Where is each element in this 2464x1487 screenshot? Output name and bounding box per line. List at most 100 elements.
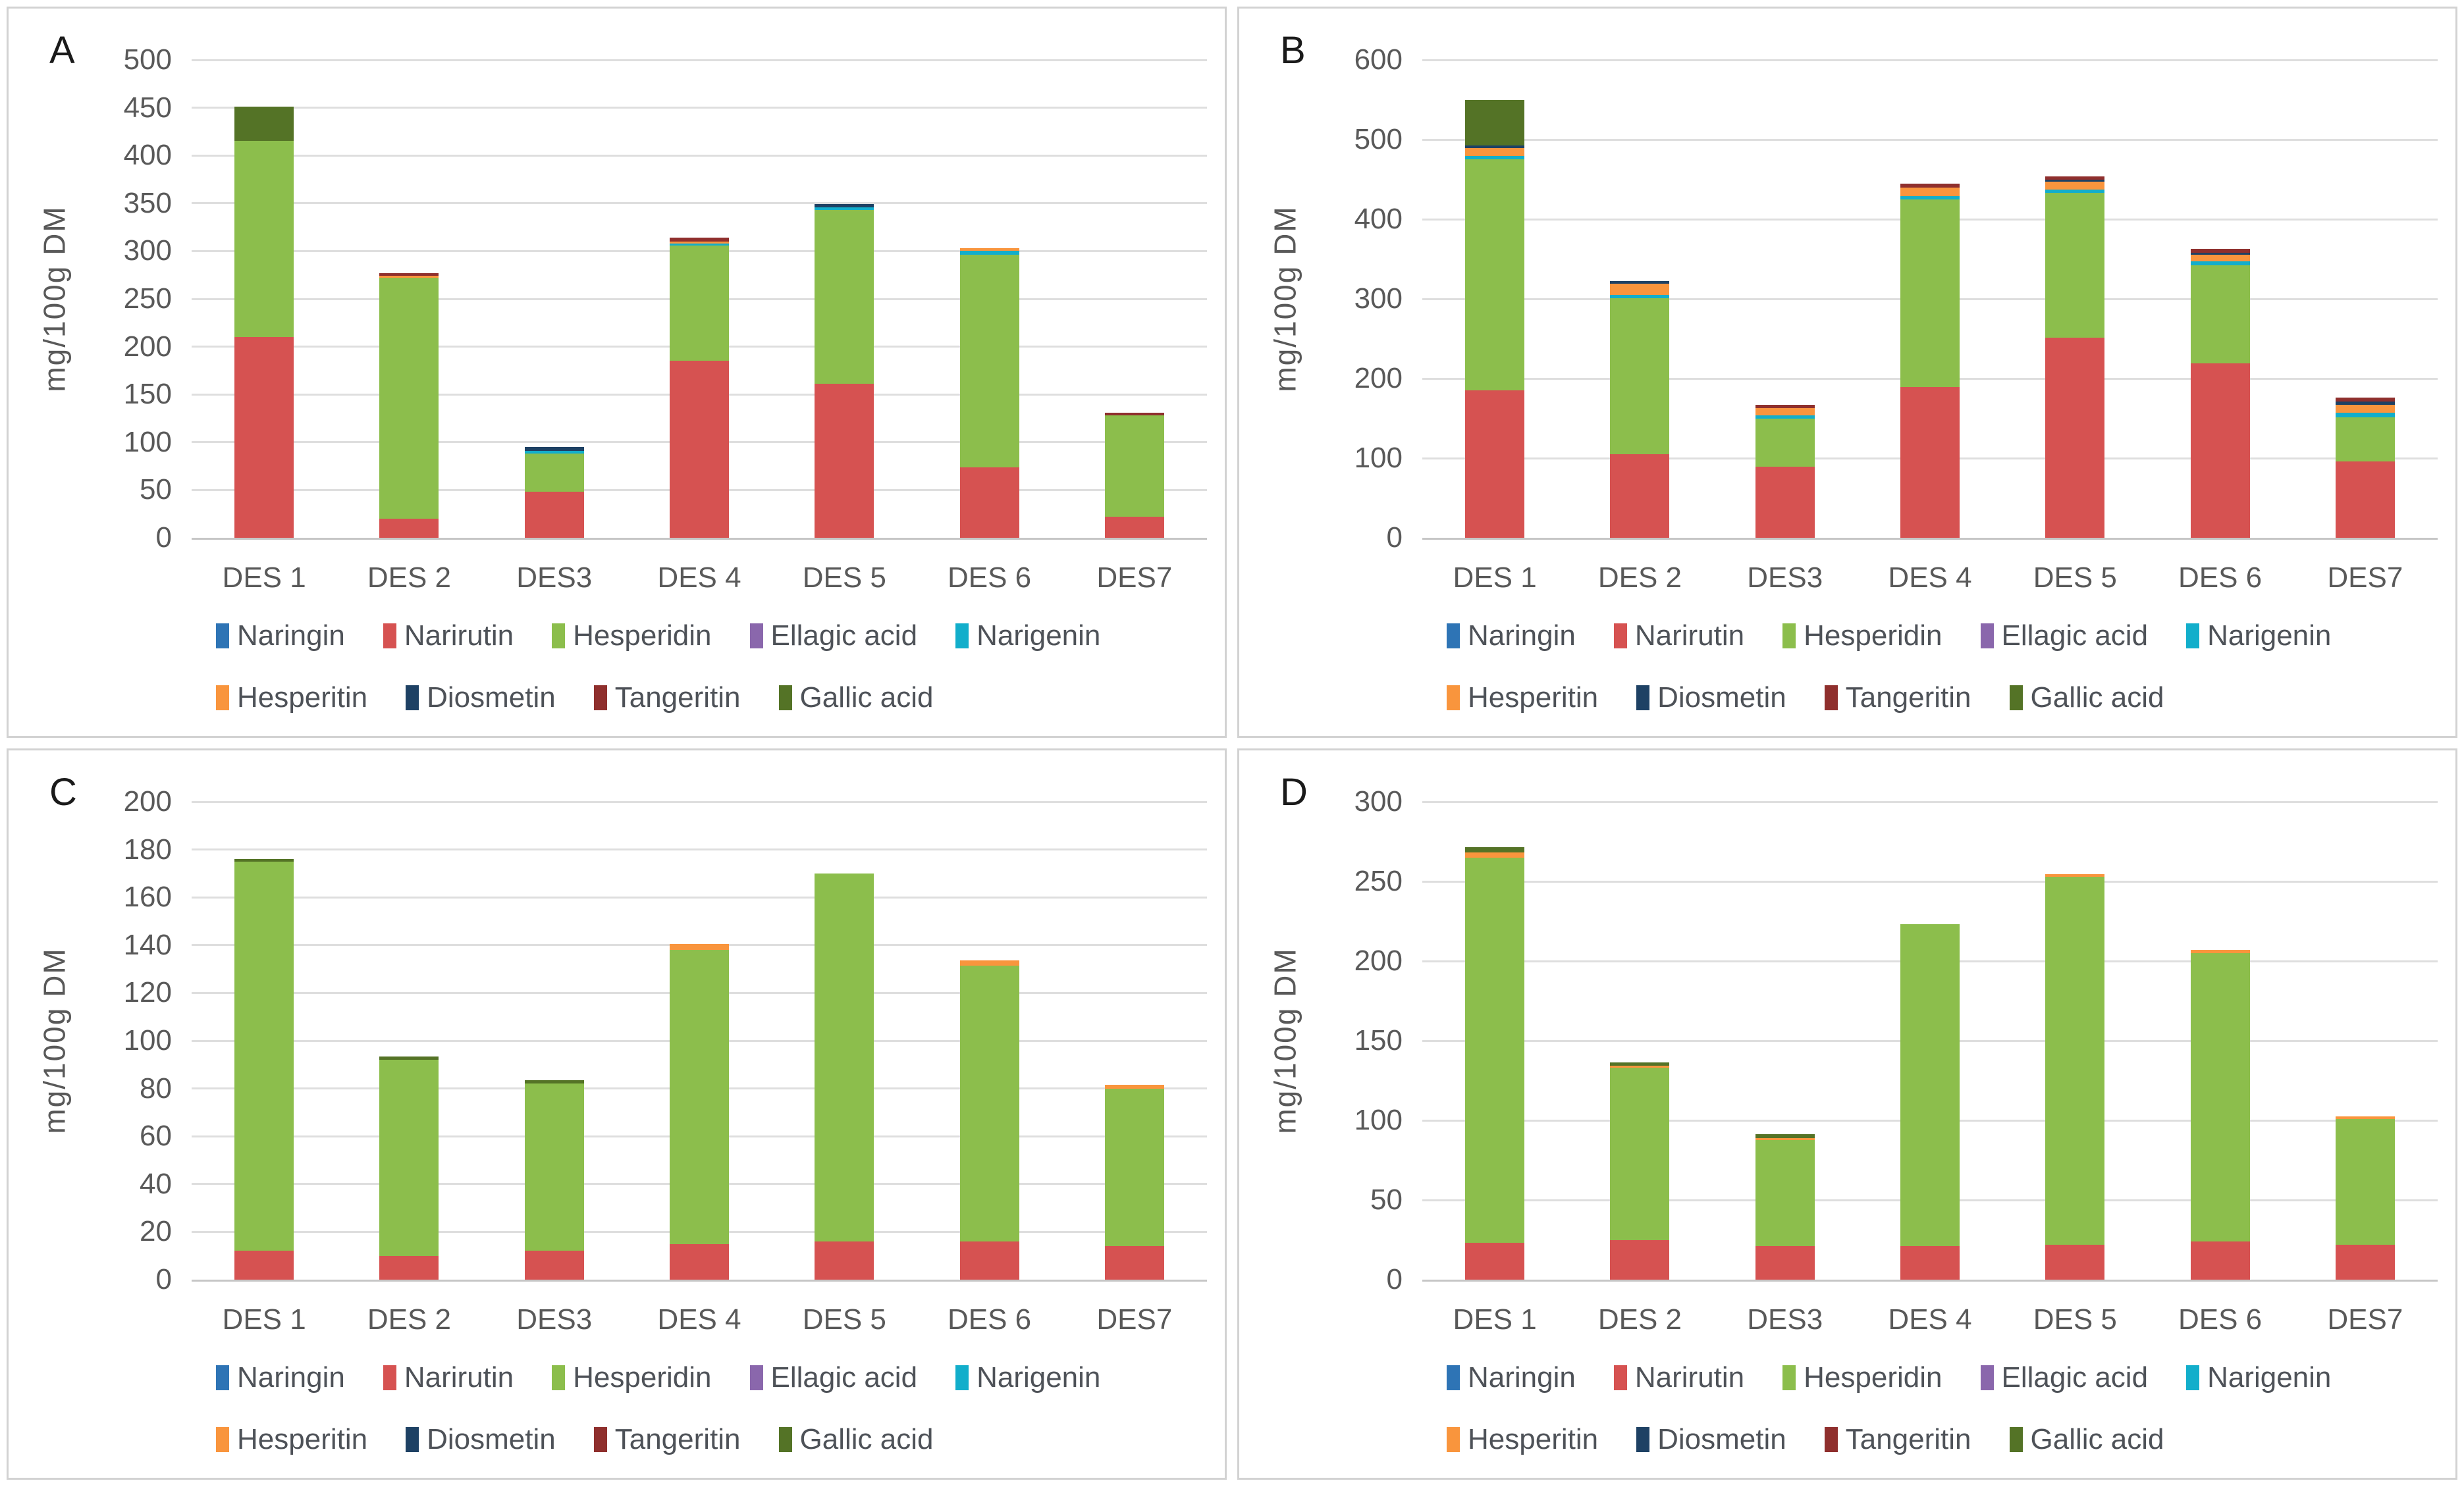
x-axis-label: DES 1 bbox=[1453, 1303, 1537, 1336]
stacked-bar-des-6 bbox=[2190, 950, 2250, 1280]
legend-label: Hesperitin bbox=[1468, 1423, 1599, 1455]
bar-segment-narigenin bbox=[670, 243, 729, 246]
bar-segment-diosmetin bbox=[815, 204, 874, 207]
y-tick-label: 60 bbox=[140, 1120, 172, 1153]
bar-segment-tangeritin bbox=[2335, 398, 2395, 402]
legend-item-narigenin: Narigenin bbox=[955, 619, 1100, 652]
x-axis-label: DES3 bbox=[516, 1303, 593, 1336]
bar-segment-hesperidin bbox=[1755, 1140, 1815, 1247]
legend-item-diosmetin: Diosmetin bbox=[406, 1423, 556, 1456]
x-axis-label: DES 6 bbox=[947, 1303, 1032, 1336]
stacked-bar-des-4 bbox=[1900, 924, 1960, 1280]
stacked-bar-des7 bbox=[2335, 398, 2395, 538]
legend-row-2: Hesperitin Diosmetin Tangeritin Gallic acid bbox=[216, 1423, 1212, 1456]
x-axis-label: DES 2 bbox=[367, 561, 452, 594]
bar-segment-hesperidin bbox=[670, 245, 729, 361]
y-axis: 0 100 200 300 400 500 600 bbox=[1239, 43, 1403, 554]
legend-label: Gallic acid bbox=[2030, 681, 2164, 714]
bar-segment-gallic-acid bbox=[1755, 1134, 1815, 1138]
y-tick-label: 0 bbox=[155, 521, 172, 554]
legend-swatch-naringin bbox=[1447, 623, 1460, 648]
legend-label: Hesperidin bbox=[1804, 619, 1942, 652]
bar-segment-hesperidin bbox=[1465, 159, 1525, 391]
bar-segment-diosmetin bbox=[2190, 252, 2250, 255]
bar-segment-narirutin bbox=[524, 1251, 584, 1280]
bar-segment-hesperitin bbox=[2045, 182, 2105, 190]
gridline bbox=[1422, 800, 2438, 803]
bar-segment-gallic-acid bbox=[379, 1056, 439, 1060]
bar-segment-narirutin bbox=[1755, 467, 1815, 538]
x-axis-label: DES 4 bbox=[657, 561, 741, 594]
legend-swatch-narirutin bbox=[383, 1365, 396, 1390]
stacked-bar-des-6 bbox=[959, 960, 1019, 1280]
bar-segment-hesperidin bbox=[2335, 1118, 2395, 1245]
panel-letter: A bbox=[49, 29, 75, 72]
bar-segment-diosmetin bbox=[1465, 145, 1525, 149]
bar-segment-narirutin bbox=[959, 467, 1019, 538]
bar-segment-hesperidin bbox=[1465, 857, 1525, 1243]
panel-letter: B bbox=[1280, 29, 1306, 72]
bar-segment-narirutin bbox=[959, 1241, 1019, 1280]
gridline bbox=[1422, 59, 2438, 61]
bar-segment-hesperidin bbox=[2190, 265, 2250, 364]
stacked-bar-des-4 bbox=[670, 238, 729, 538]
y-tick-label: 400 bbox=[123, 139, 172, 172]
bar-segment-hesperidin bbox=[815, 873, 874, 1241]
legend-label: Narirutin bbox=[1634, 1361, 1745, 1394]
legend-swatch-naringin bbox=[216, 623, 229, 648]
x-axis-label: DES 6 bbox=[2178, 561, 2263, 594]
legend-item-hesperitin: Hesperitin bbox=[1447, 681, 1598, 714]
bar-segment-narigenin bbox=[1610, 294, 1670, 298]
y-tick-label: 100 bbox=[1354, 442, 1403, 474]
bar-segment-hesperidin bbox=[2335, 417, 2395, 461]
stacked-bar-des7 bbox=[2335, 1116, 2395, 1280]
legend-swatch-narirutin bbox=[383, 623, 396, 648]
bar-segment-hesperidin bbox=[1104, 1088, 1164, 1247]
y-tick-label: 50 bbox=[140, 473, 172, 506]
bar-segment-narirutin bbox=[670, 1243, 729, 1280]
gridline bbox=[192, 59, 1207, 61]
stacked-bar-des-5 bbox=[2045, 176, 2105, 538]
legend-label: Narirutin bbox=[404, 619, 514, 652]
bar-segment-hesperitin bbox=[2335, 1116, 2395, 1119]
y-tick-label: 300 bbox=[1354, 282, 1403, 315]
bar-segment-narirutin bbox=[2335, 1244, 2395, 1280]
x-axis: DES 1 DES 2 DES3 DES 4 DES 5 DES 6 DES7 bbox=[1422, 561, 2438, 601]
y-tick-label: 0 bbox=[1386, 521, 1403, 554]
bar-segment-narigenin bbox=[1465, 156, 1525, 160]
y-tick-label: 100 bbox=[123, 1024, 172, 1057]
legend-label: Ellagic acid bbox=[770, 619, 918, 652]
bar-segment-narirutin bbox=[2045, 1244, 2105, 1280]
legend-item-naringin: Naringin bbox=[216, 619, 345, 652]
legend-swatch-hesperidin bbox=[552, 1365, 566, 1390]
bar-segment-hesperidin bbox=[1755, 418, 1815, 467]
y-tick-label: 300 bbox=[1354, 785, 1403, 818]
bar-segment-narirutin bbox=[1465, 1243, 1525, 1280]
plot-area bbox=[192, 800, 1207, 1282]
legend-item-tangeritin: Tangeritin bbox=[593, 681, 741, 714]
bar-segment-narigenin bbox=[2045, 190, 2105, 194]
legend-item-gallic-acid: Gallic acid bbox=[2009, 681, 2164, 714]
x-axis-label: DES 2 bbox=[1597, 561, 1682, 594]
y-tick-label: 120 bbox=[123, 976, 172, 1009]
bar-segment-narirutin bbox=[2190, 363, 2250, 538]
legend-swatch-ellagic-acid bbox=[749, 623, 763, 648]
legend-label: Narigenin bbox=[977, 619, 1101, 652]
y-tick-label: 100 bbox=[123, 425, 172, 458]
y-tick-label: 250 bbox=[1354, 865, 1403, 897]
legend-item-narirutin: Narirutin bbox=[383, 619, 514, 652]
bar-segment-hesperidin bbox=[234, 141, 294, 338]
legend-item-tangeritin: Tangeritin bbox=[1824, 681, 1971, 714]
y-axis: 0 50 100 150 200 250 300 350 400 450 500 bbox=[9, 43, 172, 554]
legend-item-tangeritin: Tangeritin bbox=[1824, 1423, 1971, 1456]
x-axis-label: DES7 bbox=[2327, 561, 2403, 594]
legend-label: Hesperidin bbox=[573, 619, 712, 652]
stacked-bar-des3 bbox=[1755, 1134, 1815, 1280]
legend-swatch-diosmetin bbox=[406, 1427, 419, 1452]
legend-label: Hesperitin bbox=[237, 1423, 368, 1455]
legend-label: Hesperitin bbox=[1468, 681, 1599, 714]
bar-segment-diosmetin bbox=[1610, 281, 1670, 284]
bar-segment-hesperidin bbox=[524, 1083, 584, 1251]
bar-segment-hesperitin bbox=[959, 960, 1019, 966]
